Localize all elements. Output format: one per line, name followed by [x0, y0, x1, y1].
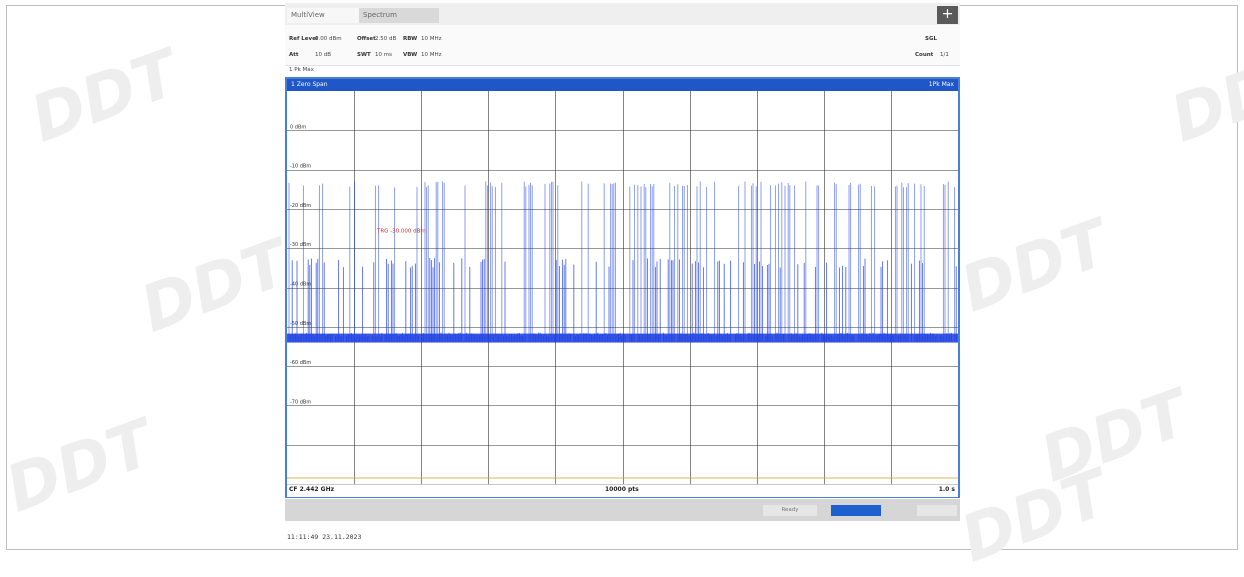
capture-timestamp: 11:11:49 23.11.2023: [287, 533, 362, 541]
trigger-level-label: TRG -30.000 dBm: [376, 228, 426, 234]
diagram-footer: CF 2.442 GHz 10000 pts 1.0 s: [287, 484, 958, 497]
status-ref[interactable]: [917, 505, 957, 516]
tab-bar: MultiView Spectrum +: [285, 3, 960, 25]
att-value: 10 dB: [315, 52, 332, 58]
trace-label: 1Pk Max: [928, 81, 954, 88]
sweep-points: 10000 pts: [605, 486, 639, 493]
swt-value: 10 ms: [375, 52, 392, 58]
y-tick-label: -10 dBm: [290, 164, 311, 170]
offset-label: Offset: [357, 36, 376, 42]
ref-level-label: Ref Level: [289, 36, 318, 42]
vbw-value: 10 MHz: [421, 52, 442, 58]
zero-span-diagram[interactable]: 1 Zero Span 1Pk Max 0 dBm -10 dBm -20 dBm -…: [285, 77, 960, 498]
rbw-label: RBW: [403, 36, 418, 42]
status-bar: Ready: [285, 499, 960, 521]
rbw-value: 10 MHz: [421, 36, 442, 42]
plus-icon[interactable]: +: [937, 6, 958, 24]
trace-plot: 0 dBm -10 dBm -20 dBm -30 dBm -40 dBm -50 dBm…: [287, 91, 958, 484]
vbw-label: VBW: [403, 52, 418, 58]
diagram-header: 1 Zero Span 1Pk Max: [287, 79, 958, 91]
y-tick-label: -70 dBm: [290, 399, 311, 405]
sgl-label: SGL: [925, 36, 937, 42]
status-zoom[interactable]: [902, 505, 914, 516]
noise-floor: [287, 333, 958, 343]
status-active-indicator[interactable]: [831, 505, 881, 516]
plot-area[interactable]: 0 dBm -10 dBm -20 dBm -30 dBm -40 dBm -50 dBm…: [287, 91, 958, 484]
ref-level-value: 0.00 dBm: [315, 36, 342, 42]
y-tick-label: -60 dBm: [290, 360, 311, 366]
att-label: Att: [289, 52, 299, 58]
tab-spectrum[interactable]: Spectrum: [359, 8, 439, 23]
status-measuring: Ready: [763, 505, 817, 516]
y-tick-label: -40 dBm: [290, 282, 311, 288]
y-tick-label: -20 dBm: [290, 203, 311, 209]
count-value: 1/1: [940, 52, 949, 58]
y-tick-label: -30 dBm: [290, 242, 311, 248]
swt-label: SWT: [357, 52, 371, 58]
tab-multiview[interactable]: MultiView: [287, 8, 361, 23]
y-tick-label: 0 dBm: [290, 124, 306, 130]
trace-mode-label: 1 Pk Max: [289, 67, 314, 73]
count-label: Count: [915, 52, 934, 58]
y-tick-label: -50 dBm: [290, 321, 311, 327]
measurement-parameters: Ref Level 0.00 dBm Offset 2.50 dB RBW 10…: [285, 25, 960, 66]
center-frequency: CF 2.442 GHz: [289, 486, 335, 493]
offset-value: 2.50 dB: [375, 36, 397, 42]
span-right: 1.0 s: [938, 486, 955, 493]
analyzer-window: MultiView Spectrum + Ref Level 0.00 dBm …: [285, 3, 960, 521]
diagram-title: 1 Zero Span: [291, 81, 328, 88]
